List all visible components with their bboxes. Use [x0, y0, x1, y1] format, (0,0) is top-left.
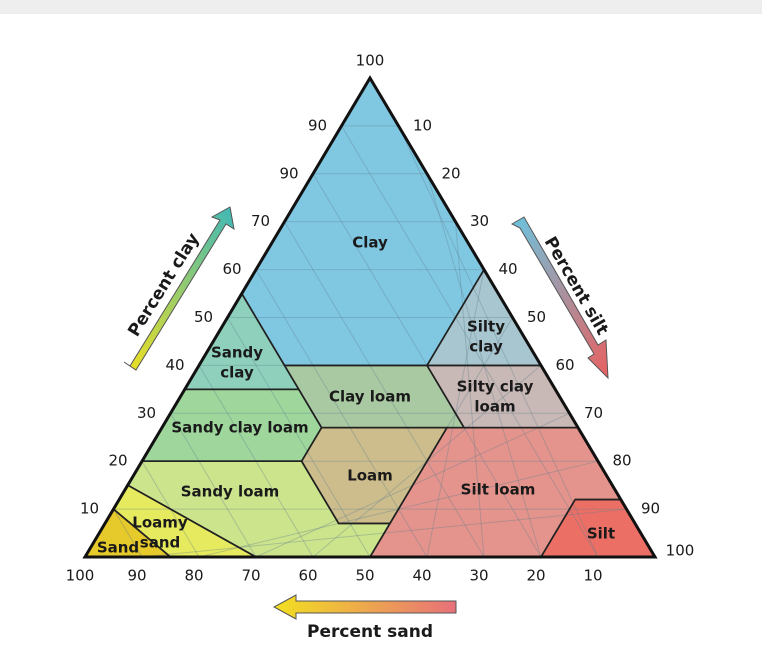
triangle-outline [82, 75, 658, 559]
region-label: Silt [587, 525, 615, 543]
right-tick-label: 70 [584, 404, 603, 422]
region-label: clay [469, 338, 503, 356]
grid-line [284, 221, 485, 558]
soil-region [184, 293, 299, 390]
left-tick-label: 30 [137, 404, 156, 422]
sand-arrow [272, 594, 457, 620]
bottom-tick-label: 60 [298, 567, 317, 585]
region-label: Sandy clay loam [171, 419, 308, 437]
silt-arrow [510, 216, 609, 380]
bottom-tick-label: 90 [127, 567, 146, 585]
region-label: Sand [97, 539, 139, 557]
top-strip [0, 0, 762, 14]
bottom-tick-label: 70 [241, 567, 260, 585]
left-tick-label: 70 [251, 212, 270, 230]
soil-region [127, 461, 390, 557]
left-tick-label: 10 [80, 500, 99, 518]
grid-line [455, 221, 485, 558]
region-label: Loamy [132, 514, 188, 532]
left-tick-label: 50 [194, 308, 213, 326]
left-tick-label: 40 [165, 356, 184, 374]
bottom-tick-label: 10 [583, 567, 602, 585]
right-tick-label: 80 [612, 452, 631, 470]
bottom-tick-label: 80 [184, 567, 203, 585]
region-label: Sandy [211, 344, 263, 362]
right-tick-label: 30 [470, 212, 489, 230]
right-tick-label: 60 [555, 356, 574, 374]
axis-title: Percent sand [307, 622, 433, 642]
bottom-tick-label: 30 [469, 567, 488, 585]
left-tick-label: 20 [108, 452, 127, 470]
soil-region [370, 427, 621, 557]
region-label: Clay [352, 234, 388, 252]
left-tick-label: 60 [222, 260, 241, 278]
corner-label: 100 [666, 542, 695, 560]
region-label: Loam [347, 467, 393, 485]
right-tick-label: 40 [498, 260, 517, 278]
soil-region [427, 269, 541, 366]
grid-line [113, 508, 143, 558]
right-tick-label: 20 [441, 164, 460, 182]
grid-line [170, 413, 257, 558]
left-tick-label: 90 [279, 164, 298, 182]
region-label: sand [140, 534, 180, 552]
left-tick-label: 90 [308, 116, 327, 134]
bottom-tick-label: 50 [355, 567, 374, 585]
soil-region [142, 389, 322, 462]
bottom-tick-label: 20 [526, 567, 545, 585]
region-label: Clay loam [329, 388, 411, 406]
grid-line [227, 317, 371, 558]
bottom-tick-label: 100 [66, 567, 95, 585]
soil-region [241, 78, 484, 366]
region-label: loam [474, 398, 515, 416]
grid-line [398, 125, 599, 558]
region-label: Silt loam [461, 481, 536, 499]
soil-region [541, 499, 655, 557]
right-tick-label: 90 [641, 500, 660, 518]
right-tick-label: 10 [413, 116, 432, 134]
soil-region [284, 365, 465, 428]
region-label: Sandy loam [181, 483, 280, 501]
right-tick-label: 50 [527, 308, 546, 326]
grid-line [341, 125, 599, 558]
soil-region [301, 427, 447, 524]
bottom-tick-label: 40 [412, 567, 431, 585]
region-label: Silty clay [457, 378, 534, 396]
corner-label: 100 [356, 52, 385, 70]
clay-arrow [123, 206, 235, 371]
region-label: Silty [467, 318, 505, 336]
soil-region [427, 365, 579, 428]
region-label: clay [220, 364, 254, 382]
